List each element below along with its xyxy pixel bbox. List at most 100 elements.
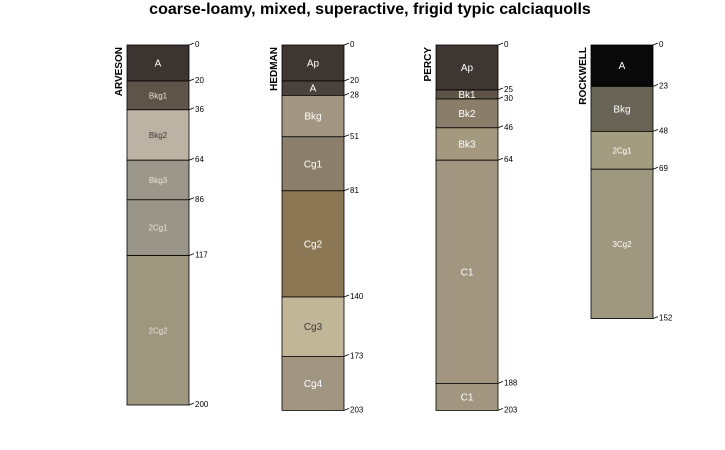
depth-tick: [497, 381, 504, 384]
horizon-label: Bkg1: [149, 91, 168, 100]
profile-arveson: A Bkg1 Bkg2 Bkg3 2Cg1 2Cg2 0 20 36 64 86 117 200 ARVE…: [114, 40, 209, 409]
depth-label: 25: [504, 85, 513, 94]
horizon-label: Ap: [307, 59, 320, 70]
horizon-label: Bkg3: [149, 176, 168, 185]
profile-hedman: Ap A Bkg Cg1 Cg2 Cg3 Cg4 0 20 28 51 81 140 173 203 HEDM…: [269, 40, 364, 414]
horizon-label: 3Cg2: [612, 240, 632, 249]
horizon-label: C1: [461, 267, 474, 278]
horizon-label: A: [619, 61, 626, 72]
depth-tick: [188, 157, 195, 161]
depth-tick: [343, 93, 350, 96]
horizon-arveson-6: [126, 255, 190, 406]
depth-label: 188: [504, 378, 518, 387]
depth-label: 20: [350, 76, 359, 85]
depth-label: 48: [659, 126, 668, 135]
depth-tick: [652, 84, 659, 87]
horizon-label: Bkg: [304, 112, 321, 123]
horizon-hedman-1: [281, 44, 345, 82]
horizon-label: C1: [461, 392, 474, 403]
horizon-percy-1: [435, 44, 499, 91]
depth-label: 64: [195, 155, 204, 164]
depth-label: 200: [195, 400, 209, 409]
depth-tick: [497, 96, 504, 100]
depth-tick: [497, 408, 504, 411]
horizon-percy-6: [435, 382, 499, 411]
horizon-arveson-3: [126, 109, 190, 161]
depth-label: 46: [504, 123, 513, 132]
depth-tick: [188, 107, 195, 111]
horizon-label: Bkg2: [149, 131, 168, 140]
depth-label: 0: [350, 40, 355, 49]
depth-tick: [188, 42, 195, 46]
depth-label: 81: [350, 186, 359, 195]
depth-label: 0: [195, 40, 200, 49]
depth-label: 30: [504, 94, 513, 103]
profile-rockwell: A Bkg 2Cg1 3Cg2 0 23 48 69 152 ROCKWELL: [578, 40, 673, 323]
horizon-percy-4: [435, 127, 499, 161]
depth-tick: [343, 134, 350, 138]
horizon-arveson-1: [126, 44, 190, 82]
horizon-percy-3: [435, 98, 499, 129]
depth-label: 203: [504, 405, 518, 414]
profile-name-arveson: ARVESON: [114, 47, 125, 96]
depth-tick: [652, 166, 659, 170]
profile-name-hedman: HEDMAN: [269, 47, 280, 91]
depth-label: 0: [504, 40, 509, 49]
horizon-hedman-5: [281, 190, 345, 298]
depth-tick: [188, 78, 195, 82]
depth-tick: [497, 125, 504, 129]
profile-name-rockwell: ROCKWELL: [578, 47, 589, 105]
depth-tick: [188, 197, 195, 201]
horizon-label: Bk1: [458, 90, 476, 101]
horizon-label: Bk3: [458, 140, 476, 151]
profile-name-percy: PERCY: [423, 47, 434, 82]
horizon-label: A: [155, 59, 162, 70]
horizon-label: Cg4: [304, 379, 323, 390]
depth-label: 36: [195, 105, 204, 114]
horizon-label: Cg2: [304, 239, 323, 250]
depth-label: 51: [350, 132, 359, 141]
depth-tick: [343, 42, 350, 46]
depth-tick: [652, 42, 659, 46]
depth-label: 20: [195, 76, 204, 85]
horizon-hedman-7: [281, 355, 345, 411]
depth-tick: [497, 87, 504, 91]
horizon-percy-5: [435, 159, 499, 384]
depth-label: 69: [659, 164, 668, 173]
horizon-rockwell-1: [590, 44, 654, 87]
depth-label: 117: [195, 251, 208, 260]
depth-tick: [188, 253, 195, 256]
depth-tick: [497, 42, 504, 46]
horizon-rockwell-4: [590, 168, 654, 319]
depth-label: 23: [659, 81, 668, 90]
depth-label: 64: [504, 155, 513, 164]
horizon-label: 2Cg2: [148, 326, 168, 335]
depth-label: 152: [659, 314, 673, 323]
horizon-label: Ap: [461, 63, 474, 74]
horizon-label: A: [310, 84, 317, 95]
depth-label: 86: [195, 195, 204, 204]
horizon-rockwell-2: [590, 86, 654, 132]
depth-tick: [652, 316, 659, 319]
depth-tick: [343, 354, 350, 357]
depth-label: 203: [350, 405, 364, 414]
horizon-label: Bk2: [458, 109, 476, 120]
horizon-label: Cg1: [304, 159, 323, 170]
horizon-label: Bkg: [613, 104, 630, 115]
horizon-arveson-4: [126, 159, 190, 201]
depth-label: 140: [350, 292, 364, 301]
depth-tick: [343, 408, 350, 411]
horizon-rockwell-3: [590, 130, 654, 170]
depth-label: 28: [350, 90, 359, 99]
horizon-hedman-6: [281, 296, 345, 357]
depth-tick: [343, 188, 350, 192]
depth-tick: [497, 157, 504, 161]
horizon-label: 2Cg1: [612, 146, 632, 155]
chart-title: coarse-loamy, mixed, superactive, frigid…: [149, 1, 591, 18]
depth-tick: [343, 294, 350, 298]
depth-label: 173: [350, 351, 364, 360]
horizon-label: 2Cg1: [148, 224, 168, 233]
